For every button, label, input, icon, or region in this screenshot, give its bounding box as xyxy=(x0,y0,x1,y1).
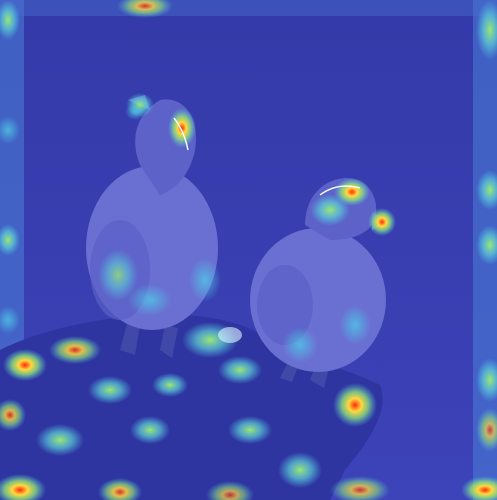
interior-heat xyxy=(125,104,242,343)
rock-heat xyxy=(0,322,497,500)
bird-right xyxy=(250,178,396,388)
bird-left xyxy=(86,93,221,358)
